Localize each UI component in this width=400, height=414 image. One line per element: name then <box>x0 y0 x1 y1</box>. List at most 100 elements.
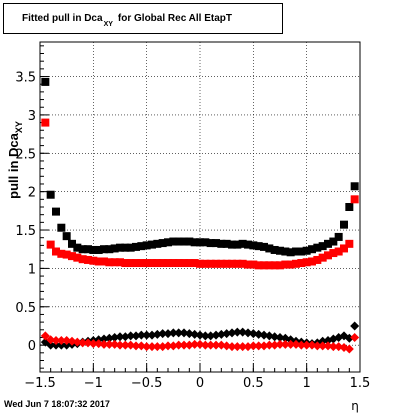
data-point-diamond <box>270 340 280 350</box>
data-point-square <box>244 240 252 249</box>
data-point-square <box>94 245 103 254</box>
data-point-diamond <box>307 340 317 350</box>
data-point-diamond <box>350 321 360 331</box>
data-point-square <box>132 242 140 251</box>
data-point-diamond <box>72 337 82 347</box>
data-point-square <box>286 248 295 257</box>
data-point-diamond <box>110 339 120 349</box>
data-point-square <box>126 243 135 252</box>
data-point-square <box>52 247 60 256</box>
data-point-diamond <box>168 341 178 351</box>
data-point-square <box>212 239 220 248</box>
data-point-square <box>334 232 343 241</box>
data-point-diamond <box>222 341 232 351</box>
x-tick-label: 1.5 <box>350 376 371 391</box>
data-point-square <box>185 259 194 268</box>
data-point-diamond <box>344 344 354 354</box>
y-axis-label-subscript: XY <box>14 121 24 133</box>
data-point-diamond <box>51 336 61 346</box>
chart-grid <box>39 42 361 372</box>
data-point-diamond <box>99 334 109 344</box>
data-point-square <box>340 220 348 229</box>
data-point-diamond <box>195 339 205 349</box>
data-point-square <box>308 257 316 266</box>
data-point-square <box>244 260 252 269</box>
data-point-square <box>260 242 268 251</box>
data-point-square <box>158 259 167 268</box>
data-point-square <box>78 245 87 254</box>
data-point-diamond <box>259 341 269 351</box>
data-point-square <box>174 237 183 246</box>
data-point-diamond <box>184 329 194 339</box>
data-point-diamond <box>264 340 274 350</box>
data-point-square <box>297 247 306 256</box>
data-point-diamond <box>270 332 280 342</box>
data-point-square <box>329 237 338 246</box>
data-point-diamond <box>344 333 354 343</box>
x-tick-label: 1 <box>303 376 311 391</box>
data-point-diamond <box>67 336 77 346</box>
data-point-square <box>212 259 220 268</box>
data-point-square <box>270 245 279 254</box>
data-point-diamond <box>163 341 173 351</box>
x-axis-label: η <box>351 399 359 413</box>
data-point-square <box>132 259 140 268</box>
data-point-square <box>164 259 172 268</box>
data-point-square <box>116 258 124 267</box>
data-point-diamond <box>179 340 189 350</box>
data-point-square <box>57 223 66 232</box>
data-point-diamond <box>110 332 120 342</box>
data-point-square <box>41 77 50 86</box>
data-point-diamond <box>323 341 333 351</box>
data-point-diamond <box>190 339 200 349</box>
data-point-diamond <box>211 330 221 340</box>
data-point-square <box>254 261 263 270</box>
x-tick-label: 0 <box>196 376 204 391</box>
data-point-square <box>142 241 151 250</box>
data-point-diamond <box>163 329 173 339</box>
y-tick-label: 1.5 <box>15 224 36 239</box>
data-point-diamond <box>286 339 296 349</box>
data-point-square <box>105 245 114 254</box>
data-point-square <box>158 239 167 248</box>
data-point-diamond <box>227 342 237 352</box>
data-point-square <box>142 259 151 268</box>
data-points <box>40 77 360 354</box>
data-point-square <box>137 242 146 251</box>
data-point-square <box>270 261 279 270</box>
axis-ticks <box>39 45 361 372</box>
data-point-square <box>329 249 338 258</box>
data-point-square <box>174 259 183 268</box>
data-point-diamond <box>216 340 226 350</box>
data-point-diamond <box>131 341 141 351</box>
data-point-diamond <box>302 340 312 350</box>
data-point-square <box>217 239 226 248</box>
data-point-diamond <box>243 342 253 352</box>
data-point-diamond <box>275 332 285 342</box>
y-tick-label: 2.5 <box>15 147 36 162</box>
y-tick-labels: 0 0.5 1 1.5 2 2.5 3 3.5 <box>15 71 36 355</box>
data-point-diamond <box>291 339 301 349</box>
data-point-diamond <box>94 339 104 349</box>
data-point-diamond <box>280 339 290 349</box>
data-point-square <box>180 237 188 246</box>
data-point-square <box>121 243 130 252</box>
data-point-diamond <box>318 336 328 346</box>
data-point-square <box>206 239 215 248</box>
data-point-square <box>153 239 162 248</box>
data-point-diamond <box>104 333 114 343</box>
data-point-square <box>180 259 188 268</box>
y-tick-label: 3.5 <box>15 71 36 86</box>
data-point-square <box>281 247 290 256</box>
data-point-square <box>105 258 114 267</box>
data-point-diamond <box>115 332 125 342</box>
data-point-diamond <box>168 328 178 338</box>
data-point-diamond <box>104 339 114 349</box>
data-point-square <box>46 190 55 199</box>
data-point-square <box>217 259 226 268</box>
data-point-diamond <box>318 341 328 351</box>
data-point-square <box>228 240 236 249</box>
data-point-square <box>185 237 194 246</box>
x-tick-label: −1 <box>84 376 103 391</box>
data-point-square <box>228 259 236 268</box>
